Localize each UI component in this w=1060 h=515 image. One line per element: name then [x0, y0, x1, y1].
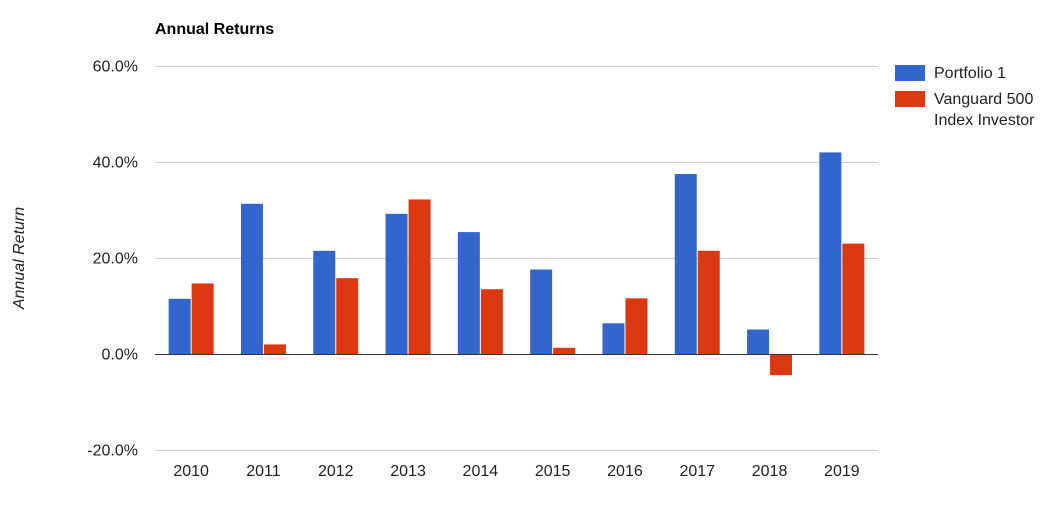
x-tick-label: 2016 — [607, 463, 643, 480]
x-tick-label: 2013 — [390, 463, 426, 480]
bar-series-1-2016 — [602, 323, 625, 354]
bar-series-1-2014 — [457, 232, 480, 354]
x-tick-label: 2018 — [752, 463, 788, 480]
y-tick-label: 40.0% — [93, 155, 138, 172]
bar-series-2-2018 — [770, 354, 793, 376]
bar-series-2-2013 — [408, 199, 431, 354]
bars — [168, 152, 865, 376]
bar-series-2-2019 — [842, 243, 865, 354]
bar-series-1-2019 — [819, 152, 842, 354]
y-axis-ticks: -20.0% 0.0% 20.0% 40.0% 60.0% — [87, 59, 138, 460]
legend-swatch-series-1 — [895, 65, 925, 81]
bar-series-1-2013 — [385, 213, 408, 354]
y-tick-label: 20.0% — [93, 251, 138, 268]
x-tick-label: 2019 — [824, 463, 860, 480]
x-tick-label: 2017 — [679, 463, 715, 480]
x-tick-label: 2010 — [173, 463, 209, 480]
legend-swatch-series-2 — [895, 91, 925, 107]
bar-series-2-2015 — [553, 347, 576, 354]
legend-label-series-2: Vanguard 500 — [934, 91, 1033, 108]
bar-series-1-2015 — [530, 269, 553, 354]
x-tick-label: 2011 — [246, 463, 281, 480]
chart-title: Annual Returns — [155, 21, 274, 38]
legend-label-series-2: Index Investor — [934, 112, 1035, 129]
legend: Portfolio 1 Vanguard 500 Index Investor — [895, 65, 1035, 129]
legend-label-series-1: Portfolio 1 — [934, 65, 1006, 82]
bar-series-1-2018 — [747, 329, 770, 354]
bar-series-2-2014 — [480, 289, 503, 354]
bar-series-1-2010 — [168, 298, 191, 354]
bar-series-1-2011 — [240, 203, 263, 354]
bar-series-1-2017 — [674, 174, 697, 354]
bar-series-2-2017 — [697, 250, 720, 354]
bar-series-2-2012 — [336, 278, 359, 354]
gridlines — [155, 66, 878, 451]
y-tick-label: 0.0% — [102, 347, 138, 364]
bar-series-2-2016 — [625, 298, 648, 354]
y-tick-label: 60.0% — [93, 59, 138, 76]
x-tick-label: 2014 — [463, 463, 499, 480]
bar-series-2-2011 — [263, 344, 286, 354]
y-tick-label: -20.0% — [87, 443, 138, 460]
bar-series-1-2012 — [313, 250, 336, 354]
x-tick-label: 2012 — [318, 463, 354, 480]
bar-series-2-2010 — [191, 283, 214, 354]
y-axis-label: Annual Return — [11, 207, 28, 310]
x-axis-ticks: 2010 2011 2012 2013 2014 2015 2016 2017 2018 2019 — [173, 463, 859, 480]
x-tick-label: 2015 — [535, 463, 571, 480]
